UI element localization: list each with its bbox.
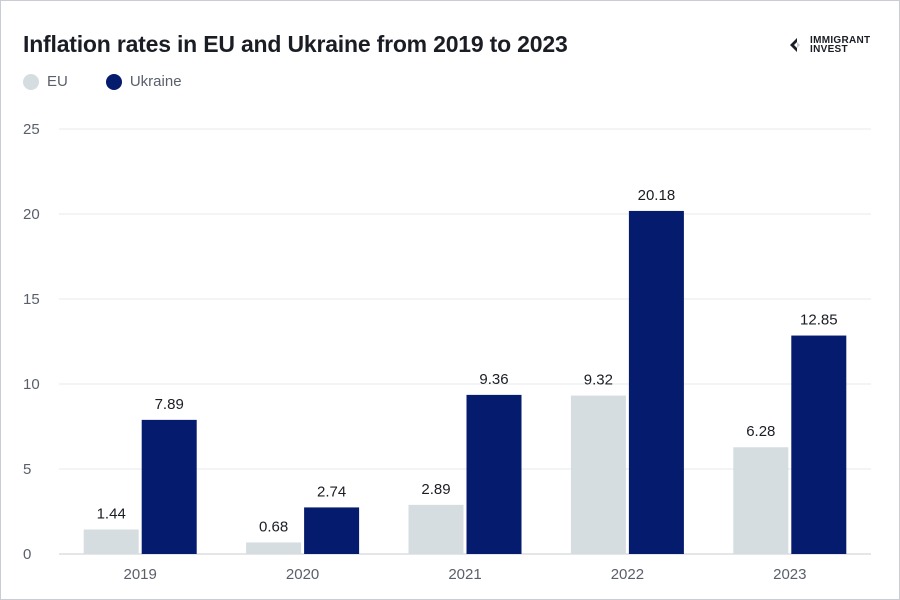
bar-ukraine [791,335,847,554]
x-tick-label: 2023 [773,566,806,583]
bar-ukraine [628,210,684,554]
immigrant-invest-logo-icon [790,38,800,52]
bar-eu [733,447,789,554]
logo-text: IMMIGRANT INVEST [810,35,871,55]
legend: EU Ukraine [23,73,220,90]
chart-title: Inflation rates in EU and Ukraine from 2… [23,31,568,57]
bar-eu [570,395,626,554]
y-tick-label: 10 [23,376,40,393]
x-tick-label: 2019 [124,566,157,583]
legend-item-ukraine: Ukraine [105,73,182,90]
legend-label-ukraine: Ukraine [129,73,182,90]
legend-swatch-ukraine [105,73,122,90]
data-label-ukraine: 12.85 [800,312,838,329]
y-tick-label: 20 [23,206,40,223]
data-label-eu: 6.28 [746,423,775,440]
bar-ukraine [141,419,197,554]
y-tick-label: 15 [23,291,40,308]
data-label-ukraine: 2.74 [317,483,346,500]
x-tick-label: 2020 [286,566,319,583]
bar-ukraine [466,394,522,554]
y-tick-label: 0 [23,546,31,563]
data-label-eu: 1.44 [97,506,126,523]
data-label-eu: 2.89 [421,481,450,498]
legend-item-eu: EU [23,73,68,90]
x-tick-label: 2022 [611,566,644,583]
y-tick-label: 5 [23,461,31,478]
data-label-ukraine: 7.89 [155,396,184,413]
y-tick-label: 25 [23,121,40,138]
bar-eu [246,542,302,554]
legend-swatch-eu [23,73,39,90]
x-tick-label: 2021 [448,566,481,583]
data-label-eu: 0.68 [259,518,288,535]
bar-ukraine [304,507,360,554]
data-label-ukraine: 9.36 [479,371,508,388]
brand-logo: IMMIGRANT INVEST [789,35,871,55]
data-label-eu: 9.32 [584,372,613,389]
bar-eu [83,529,139,554]
bar-eu [408,504,464,554]
data-label-ukraine: 20.18 [638,187,676,204]
legend-label-eu: EU [47,73,68,90]
